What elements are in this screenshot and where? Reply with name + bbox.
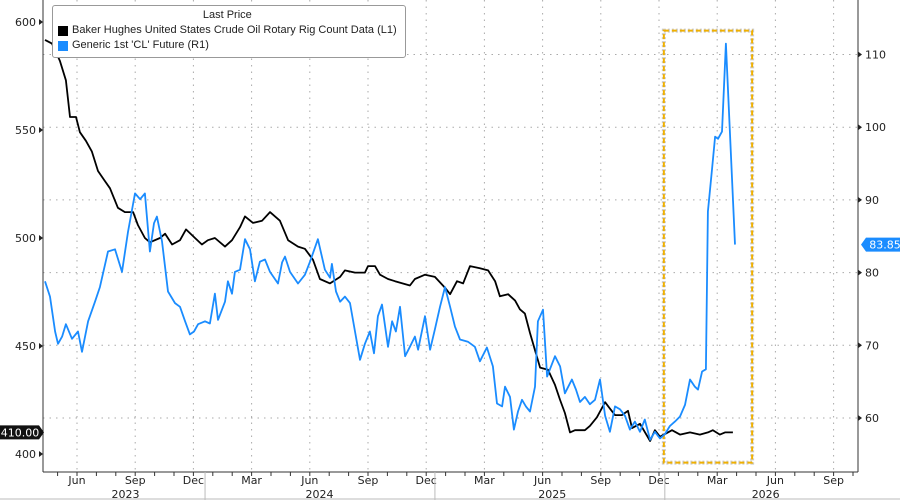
rig-count-last-value: 410.00 [1,426,40,439]
year-label: 2026 [752,488,780,500]
year-label: 2023 [112,488,140,500]
year-label: 2024 [306,488,334,500]
month-label: Dec [648,474,669,487]
right-tick-mark [858,124,862,131]
right-tick-mark [858,196,862,203]
legend-title: Last Price [202,9,252,21]
legend-label: Baker Hughes United States Crude Oil Rot… [72,24,397,36]
legend: Last Price Baker Hughes United States Cr… [52,5,406,58]
legend-swatch-black [58,25,68,36]
month-label: Jun [300,474,318,487]
right-tick-mark [858,342,862,349]
month-label: Dec [416,474,437,487]
left-tick-mark [39,343,43,349]
legend-label: Generic 1st 'CL' Future (R1) [72,39,209,51]
left-tick-label: 550 [15,124,36,137]
month-label: Mar [474,474,495,487]
crude-future-last-value: 83.85 [869,239,900,252]
month-label: Sep [590,474,611,487]
highlight-box [662,29,754,464]
legend-item-rig-count[interactable]: Baker Hughes United States Crude Oil Rot… [58,23,397,38]
right-tick-label: 70 [865,339,879,352]
legend-item-crude-future[interactable]: Generic 1st 'CL' Future (R1) [58,38,397,53]
right-tick-mark [858,51,862,58]
month-label: Mar [707,474,728,487]
crude-future-line [44,42,736,441]
right-tick-label: 60 [865,412,879,425]
crude-future-last-value-badge [861,237,900,252]
left-tick-mark [39,127,43,133]
rig-count-line [44,39,733,442]
right-tick-label: 90 [865,194,879,207]
month-label: Sep [358,474,379,487]
right-tick-mark [858,415,862,421]
left-tick-label: 500 [15,232,36,245]
left-tick-mark [39,451,43,457]
right-tick-label: 110 [865,49,886,62]
rig-count-last-value-badge [0,425,44,440]
month-label: Dec [183,474,204,487]
left-tick-mark [39,235,43,241]
right-tick-label: 80 [865,267,879,280]
right-tick-mark [858,269,862,276]
month-label: Sep [823,474,844,487]
month-label: Jun [766,474,784,487]
legend-swatch-blue [58,40,68,51]
year-label: 2025 [538,488,566,500]
left-tick-label: 450 [15,340,36,353]
right-tick-label: 100 [865,121,886,134]
month-label: Jun [67,474,85,487]
left-tick-mark [39,19,43,25]
month-label: Jun [533,474,551,487]
left-tick-label: 600 [15,16,36,29]
month-label: Mar [241,474,262,487]
month-label: Sep [125,474,146,487]
left-tick-label: 400 [15,448,36,461]
